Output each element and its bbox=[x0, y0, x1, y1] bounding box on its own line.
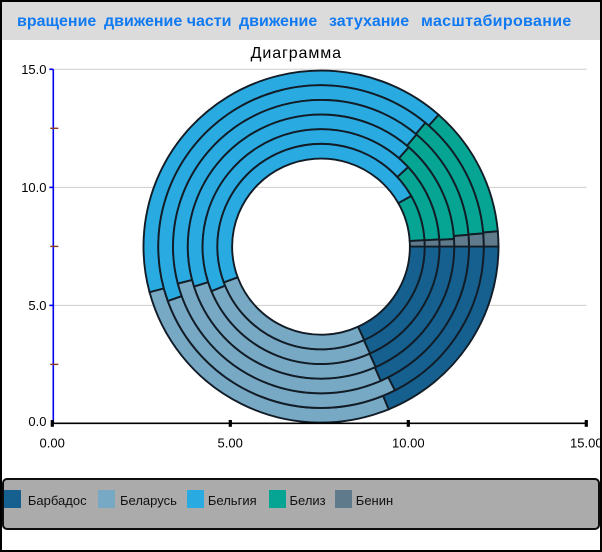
svg-text:Диаграмма: Диаграмма bbox=[251, 45, 342, 62]
svg-text:0.00: 0.00 bbox=[40, 436, 65, 451]
svg-text:10.00: 10.00 bbox=[392, 436, 425, 451]
svg-text:5.00: 5.00 bbox=[218, 436, 243, 451]
svg-text:0.0: 0.0 bbox=[28, 414, 46, 429]
svg-text:15.00: 15.00 bbox=[570, 436, 600, 451]
svg-text:15.0: 15.0 bbox=[21, 62, 46, 77]
svg-text:10.0: 10.0 bbox=[21, 180, 46, 195]
svg-text:5.0: 5.0 bbox=[28, 298, 46, 313]
